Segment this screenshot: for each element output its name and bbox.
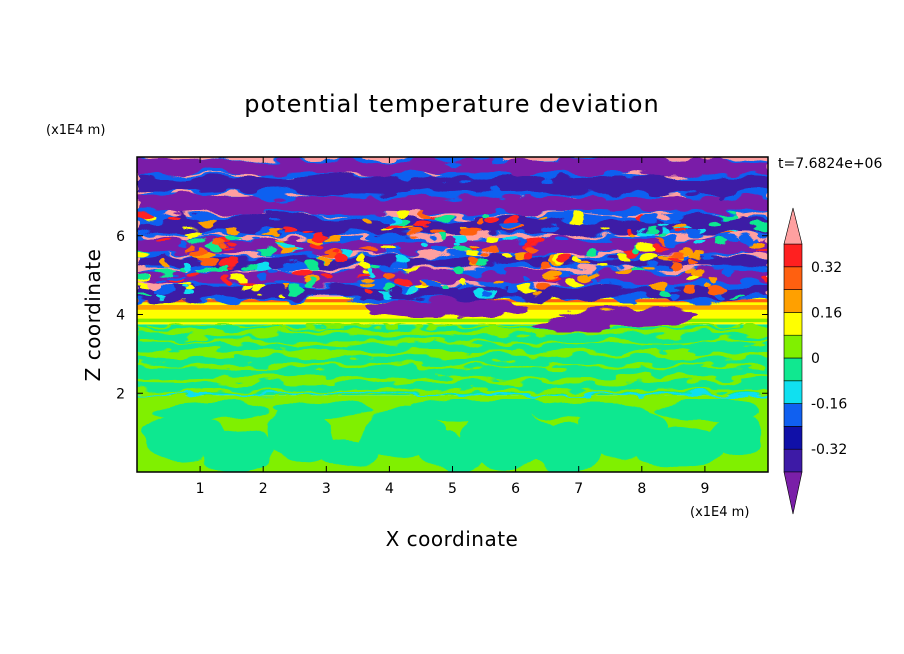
colorbar-swatch [783, 380, 803, 404]
turbulent-fringes [137, 210, 768, 333]
colorbar-label: 0 [811, 351, 820, 367]
x-tick-label: 6 [511, 481, 520, 497]
lower-eddies [141, 399, 767, 472]
colorbar-extend-top [783, 207, 803, 245]
colorbar-swatch [783, 334, 803, 359]
x-axis-unit: (x1E4 m) [690, 505, 749, 520]
colorbar-swatch [783, 403, 803, 427]
colorbar-label: -0.32 [811, 442, 847, 458]
x-tick-label: 9 [700, 481, 709, 497]
plot-area [136, 156, 769, 473]
x-axis-label: X coordinate [386, 527, 519, 551]
y-axis-label: Z coordinate [81, 249, 105, 382]
colorbar-label: -0.16 [811, 397, 847, 413]
colorbar-label: 0.16 [811, 305, 842, 321]
x-tick-label: 2 [259, 481, 268, 497]
colorbar-swatch [783, 266, 803, 290]
x-tick-label: 1 [196, 481, 205, 497]
colorbar-swatch [783, 289, 803, 313]
colorbar-extend-bottom [783, 471, 803, 515]
colorbar-swatch [783, 357, 803, 382]
x-tick-label: 8 [637, 481, 646, 497]
x-tick-label: 7 [574, 481, 583, 497]
colorbar-swatch [783, 426, 803, 450]
colorbar-swatch [783, 448, 803, 473]
colorbar: 0.32 0.16 0 -0.16 -0.32 [783, 207, 847, 515]
y-axis-unit: (x1E4 m) [46, 123, 105, 138]
y-axis: 2 4 6 [116, 229, 768, 402]
contour-field [137, 157, 768, 472]
colorbar-label: 0.32 [811, 260, 842, 276]
mid-streaks [137, 323, 768, 399]
y-tick-label: 6 [116, 229, 125, 245]
y-tick-label: 4 [116, 308, 125, 324]
time-label: t=7.6824e+06 [778, 156, 882, 172]
y-tick-label: 2 [116, 386, 125, 402]
colorbar-swatch [783, 243, 803, 268]
chart-title: potential temperature deviation [244, 90, 659, 118]
x-tick-label: 4 [385, 481, 394, 497]
x-tick-label: 3 [322, 481, 331, 497]
colorbar-swatch [783, 312, 803, 336]
x-axis: 1 2 3 4 5 6 7 8 9 [196, 157, 709, 497]
x-tick-label: 5 [448, 481, 457, 497]
